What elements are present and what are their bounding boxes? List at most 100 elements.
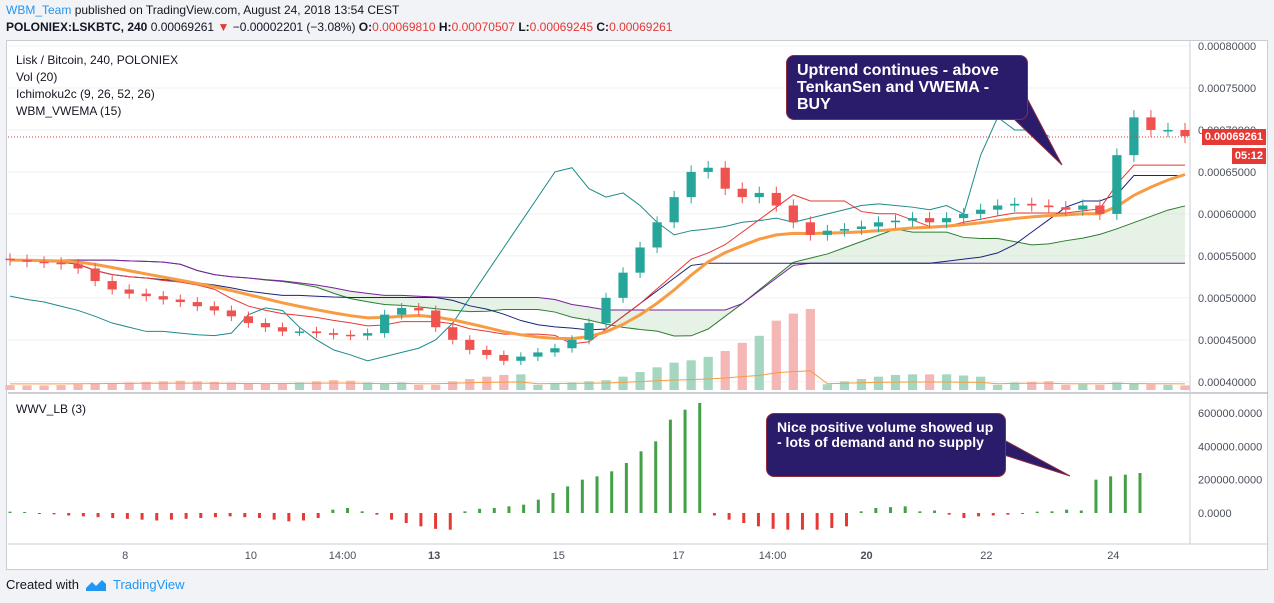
volume-bar	[277, 383, 288, 390]
candle-body	[635, 247, 645, 273]
candle-body	[822, 230, 833, 235]
legend-vwema[interactable]: WBM_VWEMA (15)	[16, 104, 122, 118]
candle-body	[703, 167, 713, 172]
wwv-bar	[889, 507, 893, 513]
time-tick-label: 14:00	[759, 550, 787, 562]
candle-body	[5, 258, 15, 261]
chart-title: Lisk / Bitcoin, 240, POLONIEX	[16, 53, 179, 67]
candle-body	[1163, 129, 1173, 132]
volume-tick-label: 600000.0000	[1198, 408, 1262, 420]
wwv-bar	[536, 499, 540, 513]
candle-body	[941, 218, 952, 223]
candle-body	[1129, 117, 1139, 156]
chart-frame[interactable]	[6, 40, 1268, 570]
wwv-bar	[125, 513, 129, 519]
volume-bar	[856, 379, 867, 390]
volume-bar	[328, 380, 339, 390]
candle-body	[584, 323, 594, 340]
candle-body	[805, 222, 815, 235]
legend-wwv[interactable]: WWV_LB (3)	[16, 402, 87, 416]
volume-bar	[141, 381, 151, 390]
candle-body	[856, 226, 867, 230]
wwv-bar	[962, 513, 966, 518]
time-tick-label: 13	[428, 550, 440, 562]
wwv-bar	[933, 510, 937, 513]
wwv-bar	[228, 513, 232, 517]
volume-bar	[737, 342, 747, 390]
wwv-bar	[639, 451, 643, 513]
volume-bar	[1061, 384, 1071, 390]
wwv-bar	[346, 508, 350, 513]
wwv-bar	[316, 513, 320, 518]
wwv-bar	[698, 403, 702, 513]
volume-bar	[976, 376, 986, 390]
candle-body	[907, 218, 918, 221]
volume-bar	[73, 384, 83, 390]
volume-bar	[635, 372, 645, 390]
candle-body	[1044, 205, 1054, 208]
candle-body	[1010, 203, 1020, 206]
volume-bar	[720, 351, 730, 390]
wwv-bar	[52, 513, 56, 515]
candle-body	[652, 222, 662, 248]
wwv-bar	[874, 508, 878, 513]
candle-body	[22, 260, 32, 262]
volume-bar	[260, 383, 271, 390]
tradingview-link[interactable]: TradingView	[112, 577, 185, 592]
volume-bar	[107, 383, 117, 390]
volume-bar	[1027, 381, 1037, 390]
volume-bar	[1078, 384, 1088, 390]
candle-body	[362, 333, 373, 336]
candle-body	[533, 352, 543, 357]
volume-bar	[601, 380, 611, 390]
wwv-bar	[8, 511, 12, 513]
candle-body	[1027, 203, 1037, 206]
price-tick-label: 0.00055000	[1198, 251, 1256, 263]
wwv-bar	[96, 513, 100, 518]
wwv-bar	[463, 511, 467, 513]
wwv-bar	[727, 513, 731, 520]
candle-body	[328, 333, 339, 335]
volume-bar	[584, 381, 594, 390]
candle-body	[618, 272, 628, 298]
wwv-bar	[844, 513, 848, 527]
wwv-bar	[111, 513, 115, 518]
legend-vol[interactable]: Vol (20)	[16, 70, 58, 84]
low-label: L:	[518, 20, 530, 34]
candle-body	[1061, 207, 1071, 210]
wwv-bar	[683, 409, 687, 513]
price-tick-label: 0.00050000	[1198, 293, 1256, 305]
candle-body	[226, 310, 236, 317]
volume-bar	[805, 309, 815, 390]
high-value: 0.00070507	[451, 20, 515, 34]
wwv-bar	[1123, 474, 1127, 513]
author-link[interactable]: WBM_Team	[6, 3, 72, 17]
candle-body	[873, 222, 884, 227]
wwv-bar	[331, 509, 335, 513]
candle-body	[414, 307, 424, 311]
volume-bar	[1180, 385, 1190, 390]
legend-ichimoku[interactable]: Ichimoku2c (9, 26, 52, 26)	[16, 87, 155, 101]
price-tick-label: 0.00075000	[1198, 83, 1256, 95]
volume-bar	[380, 383, 390, 390]
time-tick-label: 14:00	[329, 550, 357, 562]
wwv-bar	[1065, 509, 1069, 513]
candle-body	[924, 218, 935, 223]
time-tick-label: 17	[672, 550, 684, 562]
candle-body	[788, 205, 798, 223]
wwv-bar	[1079, 510, 1083, 513]
wwv-bar	[786, 513, 790, 530]
candle-body	[311, 331, 322, 334]
wwv-bar	[947, 513, 951, 515]
candle-body	[107, 281, 117, 290]
volume-bar	[788, 313, 798, 390]
wwv-bar	[360, 511, 364, 513]
volume-bar	[1010, 382, 1020, 390]
wwv-bar	[756, 513, 760, 527]
senkou-span-b	[10, 259, 1185, 311]
wwv-bar	[419, 513, 423, 527]
wwv-bar	[610, 471, 614, 513]
wwv-bar	[272, 513, 276, 520]
ohlc-line: POLONIEX:LSKBTC, 240 0.00069261 ▼ −0.000…	[6, 19, 1268, 36]
